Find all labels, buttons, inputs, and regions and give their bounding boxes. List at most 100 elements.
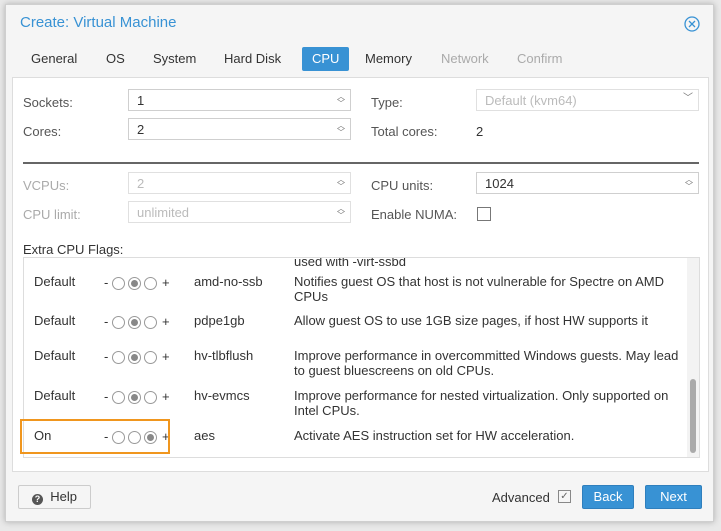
plus: + [162,314,170,329]
value: 1 [137,93,145,108]
value: 2 [137,176,145,191]
tab[interactable]: CPU [302,47,350,71]
separator [23,162,699,164]
label: CPU limit: [23,207,81,222]
advanced-checkbox[interactable]: ✓ [558,490,571,503]
minus: - [104,429,109,444]
scrollbar[interactable] [687,258,699,457]
tri-toggle[interactable]: - + [104,275,176,292]
label: Type: [371,95,403,110]
value: 2 [137,122,145,137]
dialog: Create: Virtual Machine General OS System H… [5,4,714,522]
radio[interactable] [128,316,141,329]
tri-toggle[interactable]: - + [104,314,176,331]
description: Allow guest OS to use 1GB size pages, if… [294,313,649,328]
state: On [34,428,52,443]
radio[interactable] [112,316,125,329]
label: Cores: [23,124,62,139]
tab[interactable]: OS [106,51,125,66]
tri-toggle[interactable]: - + [104,429,176,446]
value: 2 [476,124,484,139]
state: Default [34,313,76,328]
dialog-title: Create: Virtual Machine [20,14,177,31]
tab[interactable]: Confirm [517,51,563,66]
form: Sockets: 1 ︿ ﹀ Cores: 2 ︿ ﹀ Type: Default (k… [13,78,708,471]
tab[interactable]: Memory [365,51,412,66]
radio[interactable] [128,277,141,290]
tab[interactable]: General [31,51,78,66]
state: Default [34,348,76,363]
grid-row: Default - + amd-no-ssb Notifies guest OS tha… [24,267,686,307]
radio[interactable] [112,431,125,444]
description: Improve performance for nested virtualiz… [294,388,669,418]
panel: Sockets: 1 ︿ ﹀ Cores: 2 ︿ ﹀ Type: Default (k… [12,77,709,472]
tab-bar: General OS System Hard Disk CPU Memory Network… [6,47,713,73]
flag-name: pdpe1gb [194,313,245,328]
state: Default [34,388,76,403]
scroll-thumb[interactable] [690,379,696,453]
flag-name: aes [194,428,215,443]
highlight [20,419,170,454]
description: used with -virt-ssbd [294,257,406,269]
radio[interactable] [112,277,125,290]
label: Enable NUMA: [371,207,457,222]
label: Help [50,489,77,504]
minus: - [104,314,109,329]
back-button[interactable]: Back [582,485,634,509]
radio[interactable] [144,316,157,329]
help-button[interactable]: ? Help [18,485,91,509]
tab[interactable]: Network [441,51,489,66]
flag-name: hv-tlbflush [194,348,254,363]
label: Sockets: [23,95,73,110]
value: 1024 [485,176,514,191]
tri-toggle[interactable]: - + [104,349,176,366]
grid-row: On - + aes Activate AES instruction set for … [24,421,686,457]
vcpus-input[interactable]: 2 ︿ ﹀ [128,172,351,194]
label: Extra CPU Flags: [23,242,124,257]
label: Total cores: [371,124,438,139]
radio[interactable] [112,391,125,404]
description: Improve performance in overcommitted Win… [294,348,679,378]
radio[interactable] [112,351,125,364]
value: unlimited [137,205,190,220]
grid-row: Default - + pdpe1gb Allow guest OS to use 1G… [24,306,686,342]
plus: + [162,429,170,444]
tab[interactable]: Hard Disk [224,51,282,66]
radio[interactable] [144,391,157,404]
radio[interactable] [144,431,157,444]
flags-grid: used with -virt-ssbd Default - + amd-no-ssb… [23,257,700,458]
flag-name: amd-no-ssb [194,274,263,289]
type-combo[interactable]: Default (kvm64) ﹀ [476,89,699,111]
description: Notifies guest OS that host is not vulne… [294,274,664,304]
cores-input[interactable]: 2 ︿ ﹀ [128,118,351,140]
grid-row: Default - + hv-tlbflush Improve performance … [24,341,686,382]
minus: - [104,275,109,290]
cpu-limit-input[interactable]: unlimited ︿ ﹀ [128,201,351,223]
numa-checkbox[interactable] [477,207,491,221]
label: VCPUs: [23,178,70,193]
sockets-input[interactable]: 1 ︿ ﹀ [128,89,351,111]
minus: - [104,349,109,364]
value: Default (kvm64) [485,93,577,108]
tri-toggle[interactable]: - + [104,389,176,406]
state: Default [34,274,76,289]
plus: + [162,275,170,290]
next-button[interactable]: Next [645,485,702,509]
radio[interactable] [144,351,157,364]
grid-row: Default - + hv-evmcs Improve performance for… [24,381,686,422]
tab[interactable]: System [153,51,197,66]
flag-name: hv-evmcs [194,388,250,403]
cpu-units-input[interactable]: 1024 ︿ ﹀ [476,172,699,194]
minus: - [104,389,109,404]
description: Activate AES instruction set for HW acce… [294,428,575,443]
radio[interactable] [128,391,141,404]
radio[interactable] [128,431,141,444]
close-button[interactable] [683,15,701,33]
plus: + [162,349,170,364]
radio[interactable] [144,277,157,290]
advanced-label: Advanced [492,490,550,505]
label: CPU units: [371,178,434,193]
plus: + [162,389,170,404]
radio[interactable] [128,351,141,364]
